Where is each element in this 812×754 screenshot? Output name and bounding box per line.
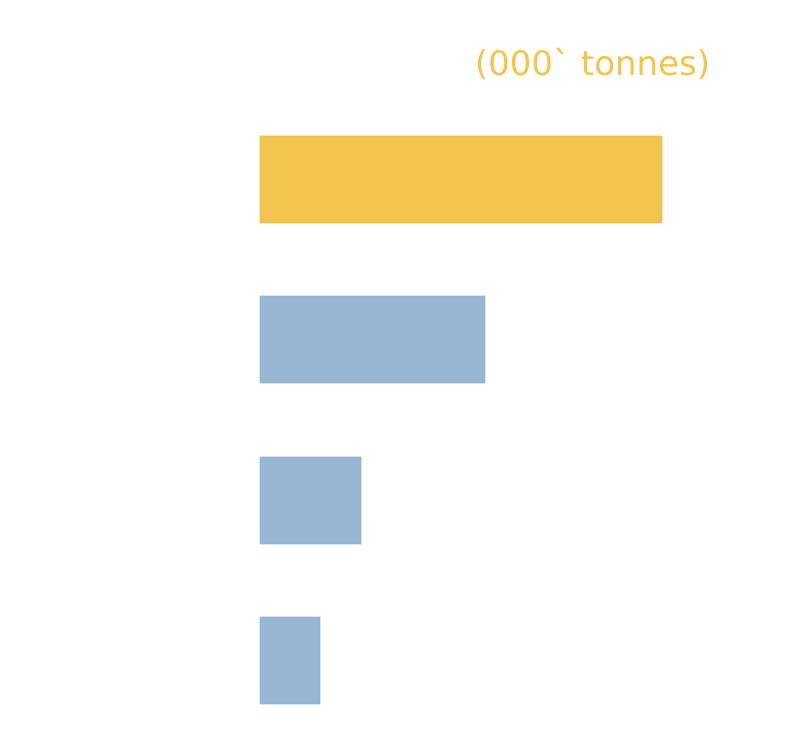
bar-1 bbox=[259, 135, 663, 224]
bar-4 bbox=[259, 616, 321, 705]
unit-label: (000` tonnes) bbox=[475, 44, 710, 84]
bars-group bbox=[259, 135, 663, 705]
bar-2 bbox=[259, 295, 486, 384]
bar-3 bbox=[259, 456, 362, 545]
